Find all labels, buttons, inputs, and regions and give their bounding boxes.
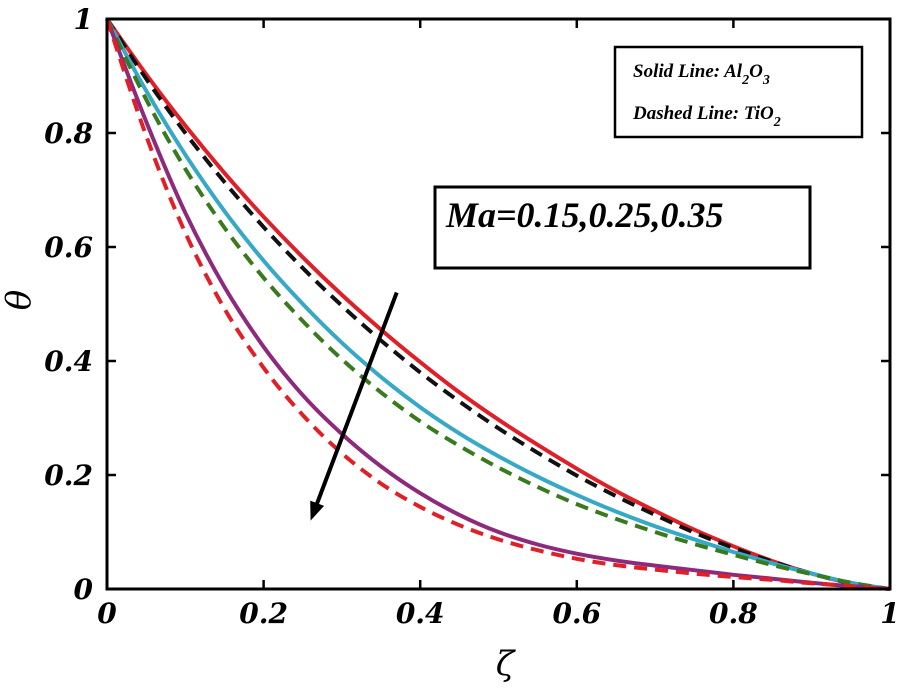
y-tick-label: 0.8 xyxy=(44,117,93,150)
plot-frame xyxy=(105,17,892,591)
x-tick-label: 0.8 xyxy=(709,597,758,630)
legend-box xyxy=(613,45,864,139)
legend-solid-entry: Solid Line: Al2O3 xyxy=(633,61,770,88)
x-tick-label: 0.2 xyxy=(239,597,288,630)
ticks-layer: 0 0.2 0.4 0.6 0.8 1 0 0.2 0.4 0.6 0.8 1 xyxy=(44,3,899,630)
annotation-box xyxy=(433,185,812,270)
series-line-3 xyxy=(105,18,891,591)
arrow-shaft xyxy=(314,291,399,507)
legend-dashed-prefix: Dashed Line: TiO xyxy=(632,103,774,124)
series-line-2 xyxy=(105,17,891,591)
legend: Solid Line: Al2O3 Dashed Line: TiO2 xyxy=(613,45,864,139)
series-line-6 xyxy=(105,18,891,591)
x-tick-label: 0 xyxy=(97,597,117,630)
legend-solid-sub1: 2 xyxy=(741,73,749,88)
legend-dashed-sub1: 2 xyxy=(773,115,781,130)
annotation-text: Ma=0.15,0.25,0.35 xyxy=(445,195,724,235)
x-tick-label: 1 xyxy=(880,597,899,630)
series-line-5 xyxy=(105,18,891,591)
series-line-4 xyxy=(105,18,891,591)
x-tick-label: 0.6 xyxy=(552,597,601,630)
annotation: Ma=0.15,0.25,0.35 xyxy=(433,185,812,270)
y-tick-label: 0 xyxy=(74,573,94,606)
y-tick-label: 1 xyxy=(74,3,93,36)
legend-solid-prefix: Solid Line: Al xyxy=(633,61,743,82)
y-tick-label: 0.2 xyxy=(44,459,93,492)
legend-solid-sub2: 3 xyxy=(762,73,770,88)
legend-dashed-entry: Dashed Line: TiO2 xyxy=(632,103,781,130)
series-layer xyxy=(105,17,891,591)
x-axis-label: ζ xyxy=(496,644,517,684)
y-tick-label: 0.6 xyxy=(44,231,93,264)
legend-solid-mid: O xyxy=(749,61,763,82)
x-tick-label: 0.4 xyxy=(396,597,445,630)
arrow-layer xyxy=(310,291,399,521)
y-tick-label: 0.4 xyxy=(44,345,93,378)
y-axis-label: θ xyxy=(0,290,39,310)
arrow-head xyxy=(310,500,325,521)
